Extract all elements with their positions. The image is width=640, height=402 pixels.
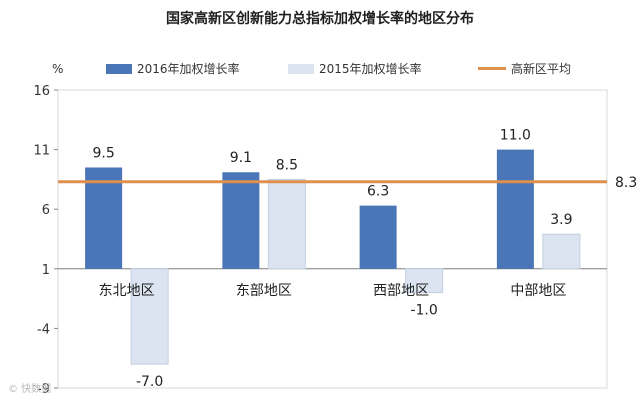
y-tick-label: 6: [42, 203, 50, 218]
legend-swatch-2015: [288, 63, 314, 74]
bar-2016: [496, 149, 534, 269]
bar-2016: [85, 167, 123, 269]
data-label: -7.0: [136, 374, 163, 390]
category-label: 东北地区: [99, 283, 155, 299]
data-label: 8.5: [276, 157, 298, 173]
watermark-text: © 快数据: [8, 384, 52, 395]
bar-2015: [542, 233, 581, 270]
data-label: 3.9: [550, 212, 572, 228]
legend-label-2015: 2015年加权增长率: [319, 62, 422, 76]
data-label: 9.1: [230, 150, 252, 166]
category-label: 东部地区: [236, 283, 292, 299]
bar-2015: [130, 268, 169, 365]
category-label: 中部地区: [510, 283, 566, 299]
legend-swatch-average: [478, 67, 506, 70]
legend-item-average: 高新区平均: [478, 60, 571, 77]
y-axis-unit: %: [52, 62, 64, 76]
category-label: 西部地区: [373, 283, 429, 299]
legend-item-2016: 2016年加权增长率: [106, 60, 240, 77]
data-label: 9.5: [92, 145, 114, 161]
legend: 2016年加权增长率 2015年加权增长率 高新区平均: [0, 60, 640, 78]
bar-2015: [267, 178, 306, 270]
y-tick-label: -9: [37, 382, 50, 397]
chart-title: 国家高新区创新能力总指标加权增长率的地区分布: [166, 11, 474, 27]
data-label: -1.0: [410, 303, 437, 319]
legend-label-average: 高新区平均: [511, 62, 572, 76]
legend-item-2015: 2015年加权增长率: [288, 60, 422, 77]
average-line-label: 8.3: [615, 175, 637, 191]
data-label: 11.0: [500, 128, 531, 144]
legend-swatch-2016: [106, 63, 132, 74]
bar-2016: [222, 172, 260, 269]
y-tick-label: 11: [33, 144, 50, 159]
bar-2016: [359, 205, 397, 269]
data-label: 6.3: [367, 184, 389, 200]
y-tick-label: 16: [33, 84, 50, 99]
bar-2015: [405, 268, 444, 294]
plot-frame: [57, 89, 608, 389]
y-tick-label: 1: [42, 263, 50, 278]
legend-label-2016: 2016年加权增长率: [137, 62, 240, 76]
y-tick-label: -4: [37, 322, 50, 337]
